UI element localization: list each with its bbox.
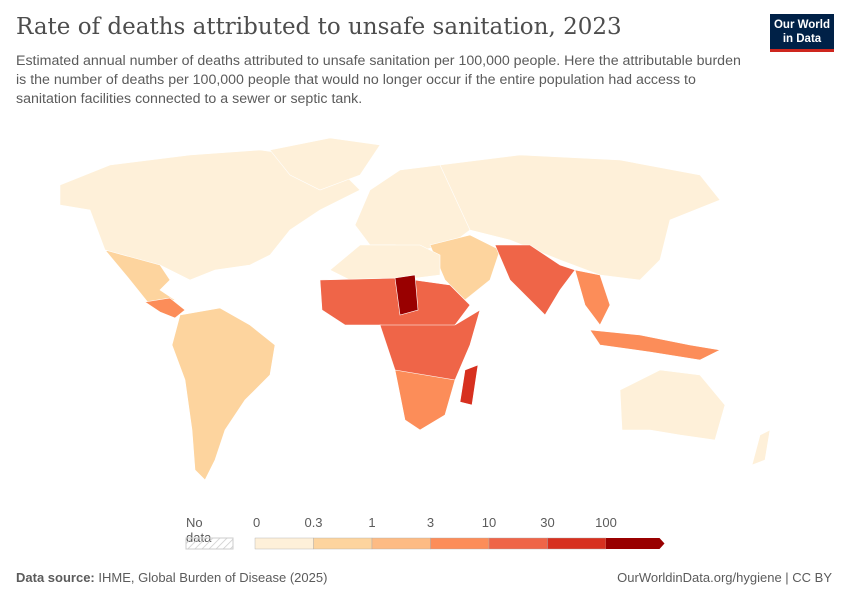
chart-title: Rate of deaths attributed to unsafe sani… bbox=[16, 14, 622, 40]
logo-line2: in Data bbox=[782, 33, 822, 45]
legend-no-data-swatch bbox=[185, 537, 234, 550]
region-russia-east-asia[interactable] bbox=[439, 154, 721, 281]
legend-bin-3[interactable] bbox=[430, 537, 490, 550]
source-link[interactable]: OurWorldinData.org/hygiene | CC BY bbox=[617, 570, 832, 585]
legend-tick-label: 30 bbox=[540, 515, 555, 530]
data-source: Data source: IHME, Global Burden of Dise… bbox=[16, 570, 327, 585]
legend-bin-5[interactable] bbox=[547, 537, 607, 550]
region-sahel-west-africa[interactable] bbox=[319, 277, 471, 331]
legend-bin-0[interactable] bbox=[254, 537, 314, 550]
owid-logo[interactable]: Our World in Data bbox=[770, 14, 834, 52]
region-greenland[interactable] bbox=[269, 137, 381, 191]
region-southeast-asia[interactable] bbox=[574, 269, 611, 326]
legend-tick-label: 100 bbox=[595, 515, 617, 530]
legend-bin-4[interactable] bbox=[488, 537, 548, 550]
legend-bin-6[interactable] bbox=[606, 538, 665, 549]
region-mexico[interactable] bbox=[104, 249, 176, 306]
legend-bin-1[interactable] bbox=[313, 537, 373, 550]
region-north-africa[interactable] bbox=[329, 244, 441, 281]
region-middle-east[interactable] bbox=[429, 234, 501, 301]
legend-bin-2[interactable] bbox=[371, 537, 431, 550]
region-madagascar[interactable] bbox=[459, 364, 479, 406]
world-map[interactable] bbox=[0, 130, 850, 510]
legend-tick-label: 0.3 bbox=[304, 515, 323, 530]
source-label: Data source: bbox=[16, 570, 95, 585]
region-new-zealand[interactable] bbox=[751, 429, 771, 466]
region-southern-africa[interactable] bbox=[394, 369, 456, 431]
legend-tick-label: 10 bbox=[481, 515, 497, 530]
legend-tick-label: 0 bbox=[253, 515, 261, 530]
region-australia[interactable] bbox=[619, 369, 726, 441]
source-text: IHME, Global Burden of Disease (2025) bbox=[98, 570, 328, 585]
region-south-asia[interactable] bbox=[494, 244, 576, 316]
logo-line1: Our World bbox=[773, 19, 830, 31]
legend-bar bbox=[185, 537, 665, 550]
region-south-america[interactable] bbox=[171, 307, 276, 481]
region-indonesia[interactable] bbox=[589, 329, 721, 361]
legend-tick-label: 3 bbox=[426, 515, 435, 530]
legend-tick-label: 1 bbox=[368, 515, 376, 530]
chart-subtitle: Estimated annual number of deaths attrib… bbox=[16, 53, 741, 107]
region-north-america[interactable] bbox=[59, 149, 361, 281]
region-central-america[interactable] bbox=[144, 297, 186, 319]
region-chad[interactable] bbox=[394, 274, 419, 316]
